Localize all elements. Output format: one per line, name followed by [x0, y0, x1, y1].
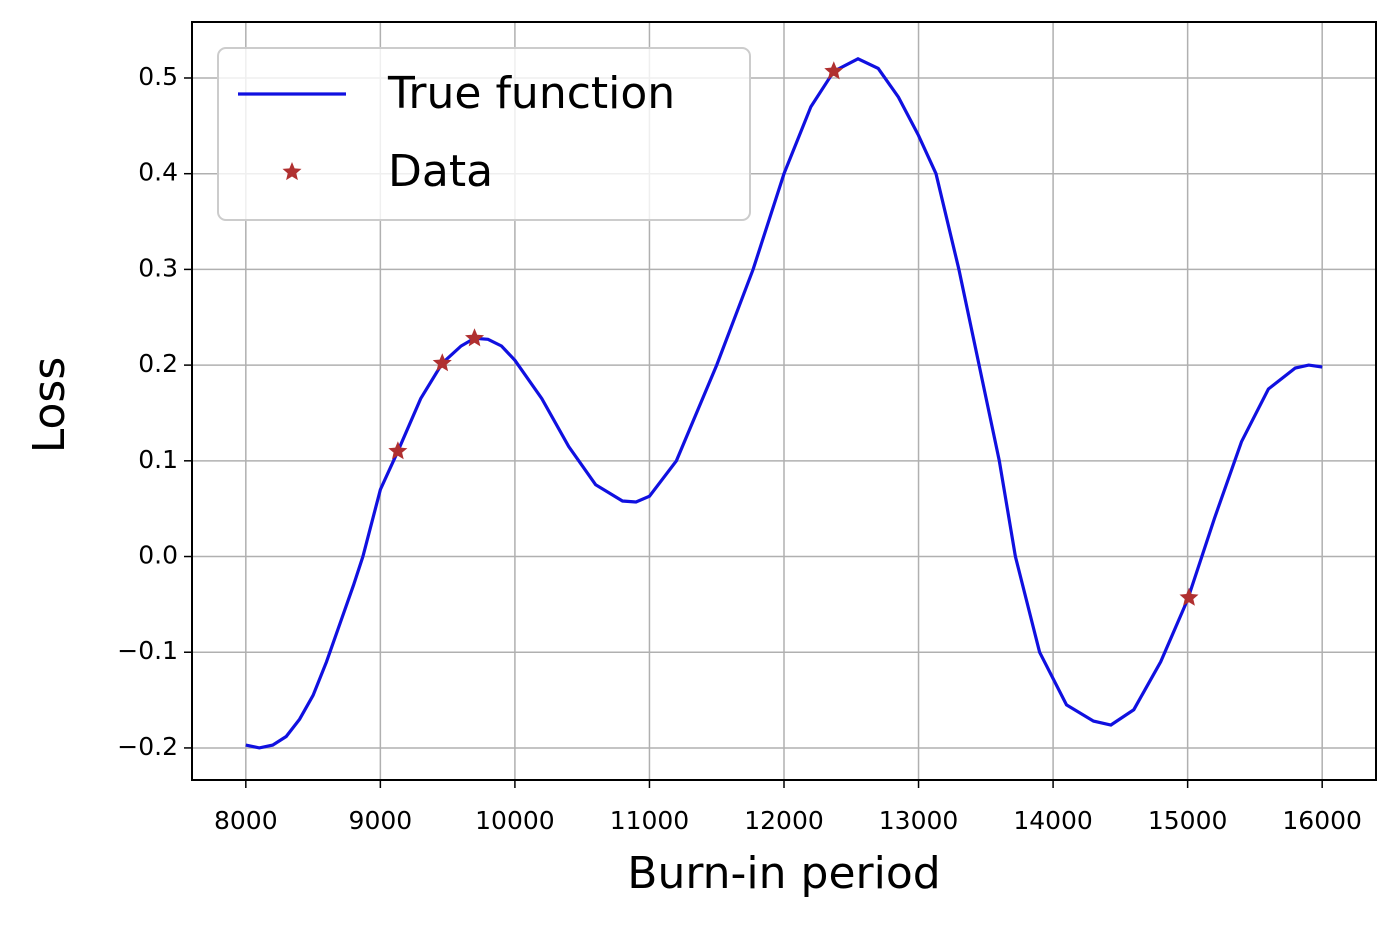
x-axis-label: Burn-in period — [627, 848, 940, 899]
x-tick-label: 14000 — [1013, 806, 1093, 835]
line — [245, 57, 1323, 750]
y-axis-label: Loss — [24, 357, 75, 454]
legend-text: True function — [387, 68, 675, 119]
y-tick-label: −0.1 — [117, 636, 178, 665]
y-tick-label: −0.2 — [117, 732, 178, 761]
legend: True function Data — [217, 47, 751, 221]
legend-text: Data — [388, 146, 493, 197]
y-tick-label: 0.1 — [138, 445, 178, 474]
x-tick-label: 10000 — [475, 806, 555, 835]
x-tick-label: 13000 — [879, 806, 959, 835]
x-tick-label: 15000 — [1148, 806, 1228, 835]
x-tick-label: 16000 — [1282, 806, 1362, 835]
x-tick-label: 9000 — [349, 806, 413, 835]
y-tick-label: 0.5 — [138, 62, 178, 91]
y-tick-label: 0.3 — [138, 253, 178, 282]
data-point — [824, 61, 844, 80]
data-point — [1179, 587, 1199, 606]
x-tick-label: 12000 — [744, 806, 824, 835]
data-point — [388, 441, 408, 460]
data-point — [432, 353, 452, 372]
plot-frame — [191, 21, 1377, 781]
x-tick-label: 11000 — [610, 806, 690, 835]
y-tick-label: 0.4 — [138, 158, 178, 187]
legend-marker — [282, 162, 302, 181]
data-point — [465, 328, 485, 347]
y-tick-label: 0.2 — [138, 349, 178, 378]
legend-frame — [217, 47, 751, 221]
y-tick-label: 0.0 — [138, 541, 178, 570]
x-tick-label: 8000 — [214, 806, 278, 835]
